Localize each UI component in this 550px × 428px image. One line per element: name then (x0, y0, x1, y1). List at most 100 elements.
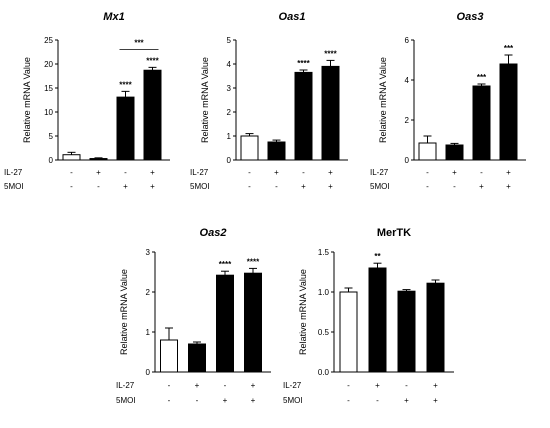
condition-sign: - (124, 168, 127, 177)
condition-label: 5MOI (116, 396, 136, 405)
condition-label: 5MOI (4, 182, 24, 191)
bar (89, 158, 108, 161)
condition-sign: - (405, 381, 408, 390)
condition-sign: + (150, 168, 155, 177)
condition-sign: + (328, 182, 333, 191)
condition-label: IL-27 (116, 381, 135, 390)
condition-sign: - (97, 182, 100, 191)
condition-sign: + (404, 396, 409, 405)
significance-label: **** (146, 56, 159, 65)
condition-sign: - (168, 396, 171, 405)
condition-sign: - (426, 182, 429, 191)
y-tick-label: 2 (146, 288, 151, 297)
significance-label: **** (324, 49, 337, 58)
y-tick-label: 3 (227, 84, 232, 93)
y-tick-label: 5 (49, 132, 54, 141)
condition-sign: - (248, 168, 251, 177)
condition-sign: - (248, 182, 251, 191)
significance-label: ** (374, 252, 381, 261)
y-tick-label: 25 (44, 36, 53, 45)
y-axis-label: Relative mRNA Value (200, 57, 210, 143)
condition-sign: + (433, 396, 438, 405)
panel-oas3: Oas3 Relative mRNA Value 0 2 4 6 *** *** IL-27 - +… (370, 11, 526, 191)
y-axis-label: Relative mRNA Value (22, 57, 32, 143)
bar (445, 144, 464, 161)
condition-sign: + (150, 182, 155, 191)
y-tick-label: 5 (227, 36, 232, 45)
y-tick-label: 2 (227, 108, 232, 117)
condition-label: IL-27 (190, 168, 209, 177)
condition-sign: + (506, 168, 511, 177)
chart-title: Oas1 (279, 11, 306, 23)
significance-label: **** (297, 59, 310, 68)
condition-sign: + (328, 168, 333, 177)
condition-sign: + (123, 182, 128, 191)
condition-label: 5MOI (190, 182, 210, 191)
condition-sign: + (274, 168, 279, 177)
panel-oas1: Oas1 Relative mRNA Value 0 1 2 3 4 5 **** **** IL-… (190, 11, 348, 191)
condition-sign: + (251, 396, 256, 405)
bar (267, 141, 286, 161)
bar (116, 96, 135, 161)
condition-sign: - (426, 168, 429, 177)
y-tick-label: 2 (405, 116, 410, 125)
y-tick-label: 1.0 (318, 288, 330, 297)
condition-sign: + (479, 182, 484, 191)
condition-sign: + (251, 381, 256, 390)
condition-sign: - (453, 182, 456, 191)
bar (240, 135, 259, 161)
condition-sign: + (223, 396, 228, 405)
condition-label: IL-27 (283, 381, 302, 390)
panel-mertk: MerTK Relative mRNA Value 0.0 0.5 1.0 1.5 ** IL… (283, 227, 454, 405)
significance-label: *** (477, 73, 487, 82)
condition-sign: + (506, 182, 511, 191)
y-tick-label: 4 (227, 60, 232, 69)
condition-sign: + (96, 168, 101, 177)
condition-sign: - (70, 168, 73, 177)
y-axis-label: Relative mRNA Value (378, 57, 388, 143)
condition-sign: + (375, 381, 380, 390)
y-tick-label: 3 (146, 248, 151, 257)
comparison-label: *** (134, 39, 144, 48)
bar (472, 85, 491, 161)
chart-title: MerTK (377, 227, 411, 239)
y-axis-label: Relative mRNA Value (298, 269, 308, 355)
y-tick-label: 0.5 (318, 328, 330, 337)
condition-sign: - (275, 182, 278, 191)
bar (294, 71, 313, 161)
condition-sign: + (195, 381, 200, 390)
condition-sign: - (168, 381, 171, 390)
y-tick-label: 10 (44, 108, 53, 117)
chart-title: Oas3 (457, 11, 484, 23)
significance-label: *** (504, 44, 514, 53)
bar (499, 63, 518, 161)
y-tick-label: 6 (405, 36, 410, 45)
significance-label: **** (247, 257, 260, 266)
y-tick-label: 4 (405, 76, 410, 85)
bar (143, 69, 162, 161)
y-tick-label: 0 (227, 156, 232, 165)
condition-label: 5MOI (370, 182, 390, 191)
y-tick-label: 20 (44, 60, 53, 69)
condition-sign: - (196, 396, 199, 405)
bar (397, 290, 416, 373)
y-tick-label: 1.5 (318, 248, 330, 257)
chart-title: Oas2 (200, 227, 227, 239)
condition-sign: - (376, 396, 379, 405)
condition-sign: + (301, 182, 306, 191)
significance-label: **** (119, 80, 132, 89)
y-axis-label: Relative mRNA Value (119, 269, 129, 355)
chart-title: Mx1 (103, 11, 124, 23)
bar (160, 339, 178, 373)
condition-sign: + (452, 168, 457, 177)
condition-label: 5MOI (283, 396, 303, 405)
bar (418, 142, 437, 161)
bar (62, 154, 81, 161)
condition-sign: + (433, 381, 438, 390)
y-tick-label: 1 (146, 328, 151, 337)
y-tick-label: 0.0 (318, 368, 330, 377)
condition-label: IL-27 (4, 168, 23, 177)
